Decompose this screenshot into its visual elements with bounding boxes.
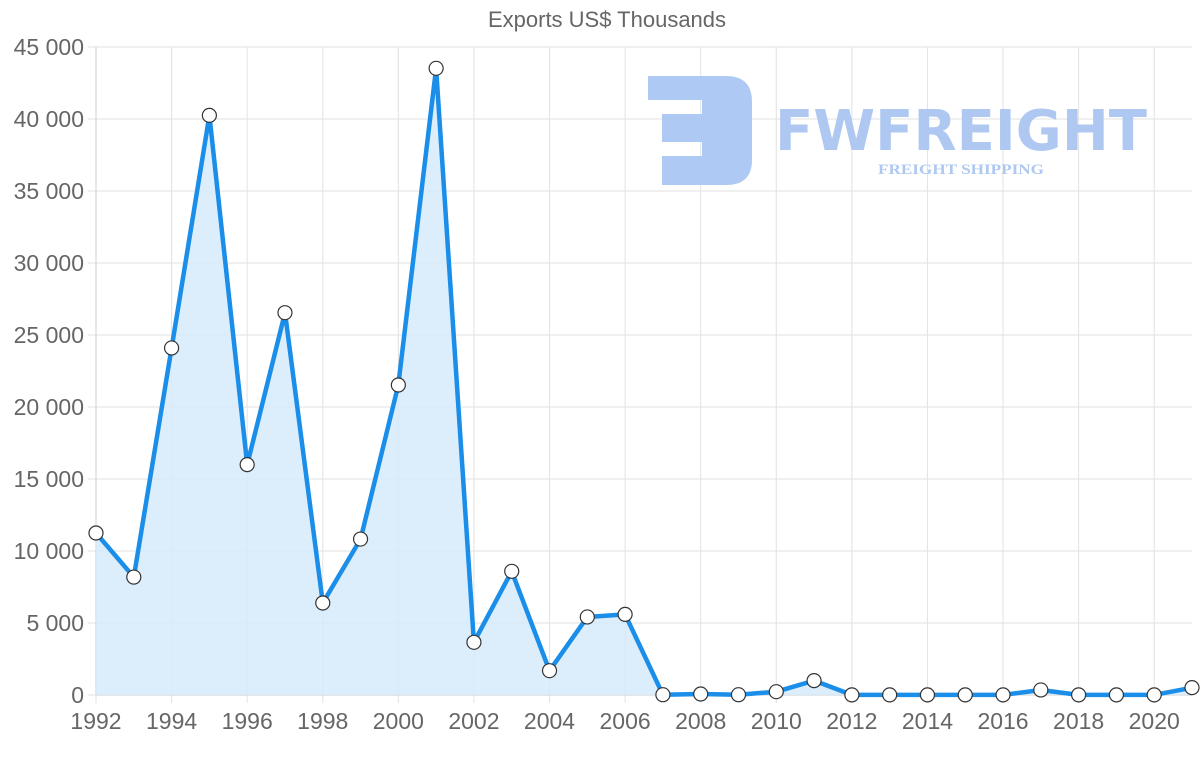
data-point-2009[interactable] (730, 687, 747, 703)
data-point-1994[interactable] (163, 340, 180, 356)
data-point-1996[interactable] (239, 457, 255, 473)
data-point-2021[interactable] (1184, 680, 1200, 696)
data-point-2008[interactable] (693, 686, 709, 702)
x-tick-label: 2004 (524, 708, 575, 734)
y-tick-label: 30 000 (14, 250, 84, 276)
data-point-2000[interactable] (390, 377, 406, 393)
x-tick-label: 2018 (1053, 708, 1104, 734)
x-tick-label: 2016 (977, 708, 1028, 734)
data-point-1992[interactable] (88, 525, 104, 541)
fw-logo-icon (648, 76, 752, 185)
x-tick-label: 2006 (600, 708, 651, 734)
chart-title: Exports US$ Thousands (487, 7, 727, 32)
data-point-2006[interactable] (617, 606, 633, 622)
data-point-1997[interactable] (277, 305, 293, 321)
data-point-2003[interactable] (504, 563, 520, 579)
data-point-2011[interactable] (806, 672, 822, 689)
y-tick-label: 10 000 (14, 538, 84, 564)
data-point-1993[interactable] (126, 569, 142, 585)
y-tick-label: 40 000 (14, 106, 84, 132)
x-tick-label: 1992 (70, 708, 121, 734)
x-tick-label: 2014 (902, 708, 953, 734)
data-points (88, 60, 1200, 703)
data-point-2012[interactable] (844, 687, 860, 703)
data-point-2014[interactable] (919, 687, 936, 703)
x-tick-label: 1998 (297, 708, 348, 734)
x-tick-label: 2020 (1129, 708, 1180, 734)
watermark-logo: FWFREIGHT FREIGHT SHIPPING (648, 76, 1147, 185)
data-point-2001[interactable] (428, 60, 444, 76)
data-point-2016[interactable] (995, 687, 1011, 703)
x-tick-label: 1996 (222, 708, 273, 734)
data-point-1999[interactable] (352, 531, 369, 547)
area-fill (96, 68, 1192, 696)
data-point-2017[interactable] (1033, 682, 1049, 698)
data-point-2002[interactable] (466, 634, 482, 650)
y-tick-label: 45 000 (14, 34, 84, 60)
data-point-1998[interactable] (315, 595, 331, 611)
y-tick-label: 15 000 (14, 466, 84, 492)
data-point-2010[interactable] (768, 684, 784, 700)
x-tick-label: 2008 (675, 708, 726, 734)
x-tick-label: 2012 (826, 708, 877, 734)
y-tick-label: 35 000 (14, 178, 84, 204)
y-tick-label: 20 000 (14, 394, 84, 420)
y-axis: 0 5 000 10 000 15 000 20 000 25 000 30 000 35 0… (14, 34, 84, 708)
y-tick-label: 25 000 (14, 322, 84, 348)
data-point-2020[interactable] (1146, 687, 1162, 703)
data-point-2019[interactable] (1108, 687, 1125, 703)
data-point-2018[interactable] (1071, 687, 1087, 703)
x-tick-label: 2002 (448, 708, 499, 734)
data-point-2005[interactable] (579, 609, 595, 625)
data-point-2004[interactable] (541, 663, 558, 679)
x-tick-label: 2000 (373, 708, 424, 734)
data-point-2015[interactable] (957, 687, 973, 703)
x-axis: 1992 1994 1996 1998 2000 2002 2004 2006 2008 2010… (70, 708, 1179, 734)
data-point-1995[interactable] (201, 107, 217, 124)
data-point-2013[interactable] (882, 687, 898, 703)
data-point-2007[interactable] (655, 687, 671, 703)
y-tick-label: 0 (71, 682, 84, 708)
y-tick-label: 5 000 (26, 610, 84, 636)
x-tick-label: 2010 (751, 708, 802, 734)
watermark-brand: FWFREIGHT (775, 99, 1147, 164)
watermark-tagline: FREIGHT SHIPPING (878, 162, 1044, 178)
x-tick-label: 1994 (146, 708, 197, 734)
